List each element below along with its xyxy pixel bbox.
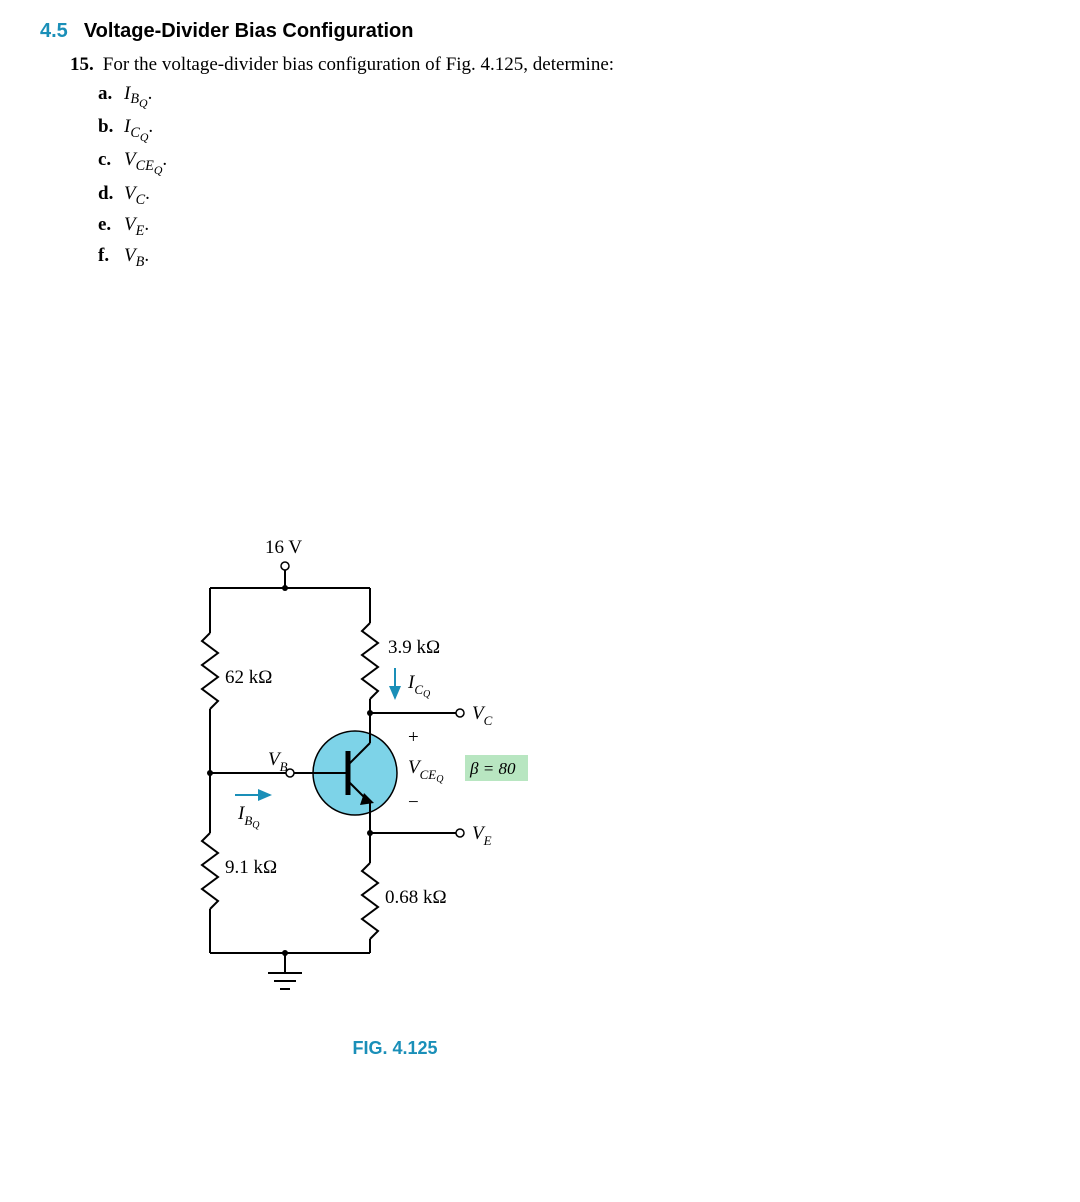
vb-label: VB	[268, 749, 288, 774]
problem-text: For the voltage-divider bias configurati…	[103, 54, 614, 75]
list-item: d. VC.	[98, 180, 1040, 211]
section-title: Voltage-Divider Bias Configuration	[84, 20, 414, 42]
list-item: e. VE.	[98, 211, 1040, 242]
item-letter: d.	[98, 180, 124, 211]
list-item: f. VB.	[98, 242, 1040, 273]
icq-label: ICQ	[407, 672, 431, 700]
item-var: ICQ.	[124, 113, 153, 146]
re-label: 0.68 kΩ	[385, 887, 447, 908]
plus-label: +	[408, 727, 419, 748]
circuit-diagram: 16 V 62 kΩ 9.1 kΩ 3.9 kΩ ICQ VC VB	[160, 533, 580, 1053]
list-item: c. VCEQ.	[98, 146, 1040, 179]
item-letter: a.	[98, 80, 124, 113]
ve-node-label: VE	[472, 823, 492, 848]
beta-label: β = 80	[469, 759, 516, 778]
item-letter: b.	[98, 113, 124, 146]
vc-node-label: VC	[472, 703, 493, 728]
problem-number: 15.	[70, 51, 98, 80]
r2-label: 9.1 kΩ	[225, 857, 277, 878]
rc-label: 3.9 kΩ	[388, 637, 440, 658]
vceq-label: VCEQ	[408, 757, 444, 785]
r1-label: 62 kΩ	[225, 667, 272, 688]
item-letter: e.	[98, 211, 124, 242]
item-var: VC.	[124, 180, 150, 211]
problem-sublist: a. IBQ. b. ICQ. c. VCEQ. d. VC. e. VE. f…	[98, 80, 1040, 274]
item-var: IBQ.	[124, 80, 152, 113]
figure-caption: FIG. 4.125	[210, 1038, 580, 1059]
vcc-label: 16 V	[265, 537, 302, 558]
section-number: 4.5	[40, 20, 68, 42]
item-var: VB.	[124, 242, 149, 273]
item-letter: f.	[98, 242, 124, 273]
item-letter: c.	[98, 146, 124, 179]
minus-label: −	[408, 792, 419, 813]
item-var: VCEQ.	[124, 146, 167, 179]
item-var: VE.	[124, 211, 149, 242]
list-item: a. IBQ.	[98, 80, 1040, 113]
ibq-label: IBQ	[237, 803, 260, 831]
list-item: b. ICQ.	[98, 113, 1040, 146]
